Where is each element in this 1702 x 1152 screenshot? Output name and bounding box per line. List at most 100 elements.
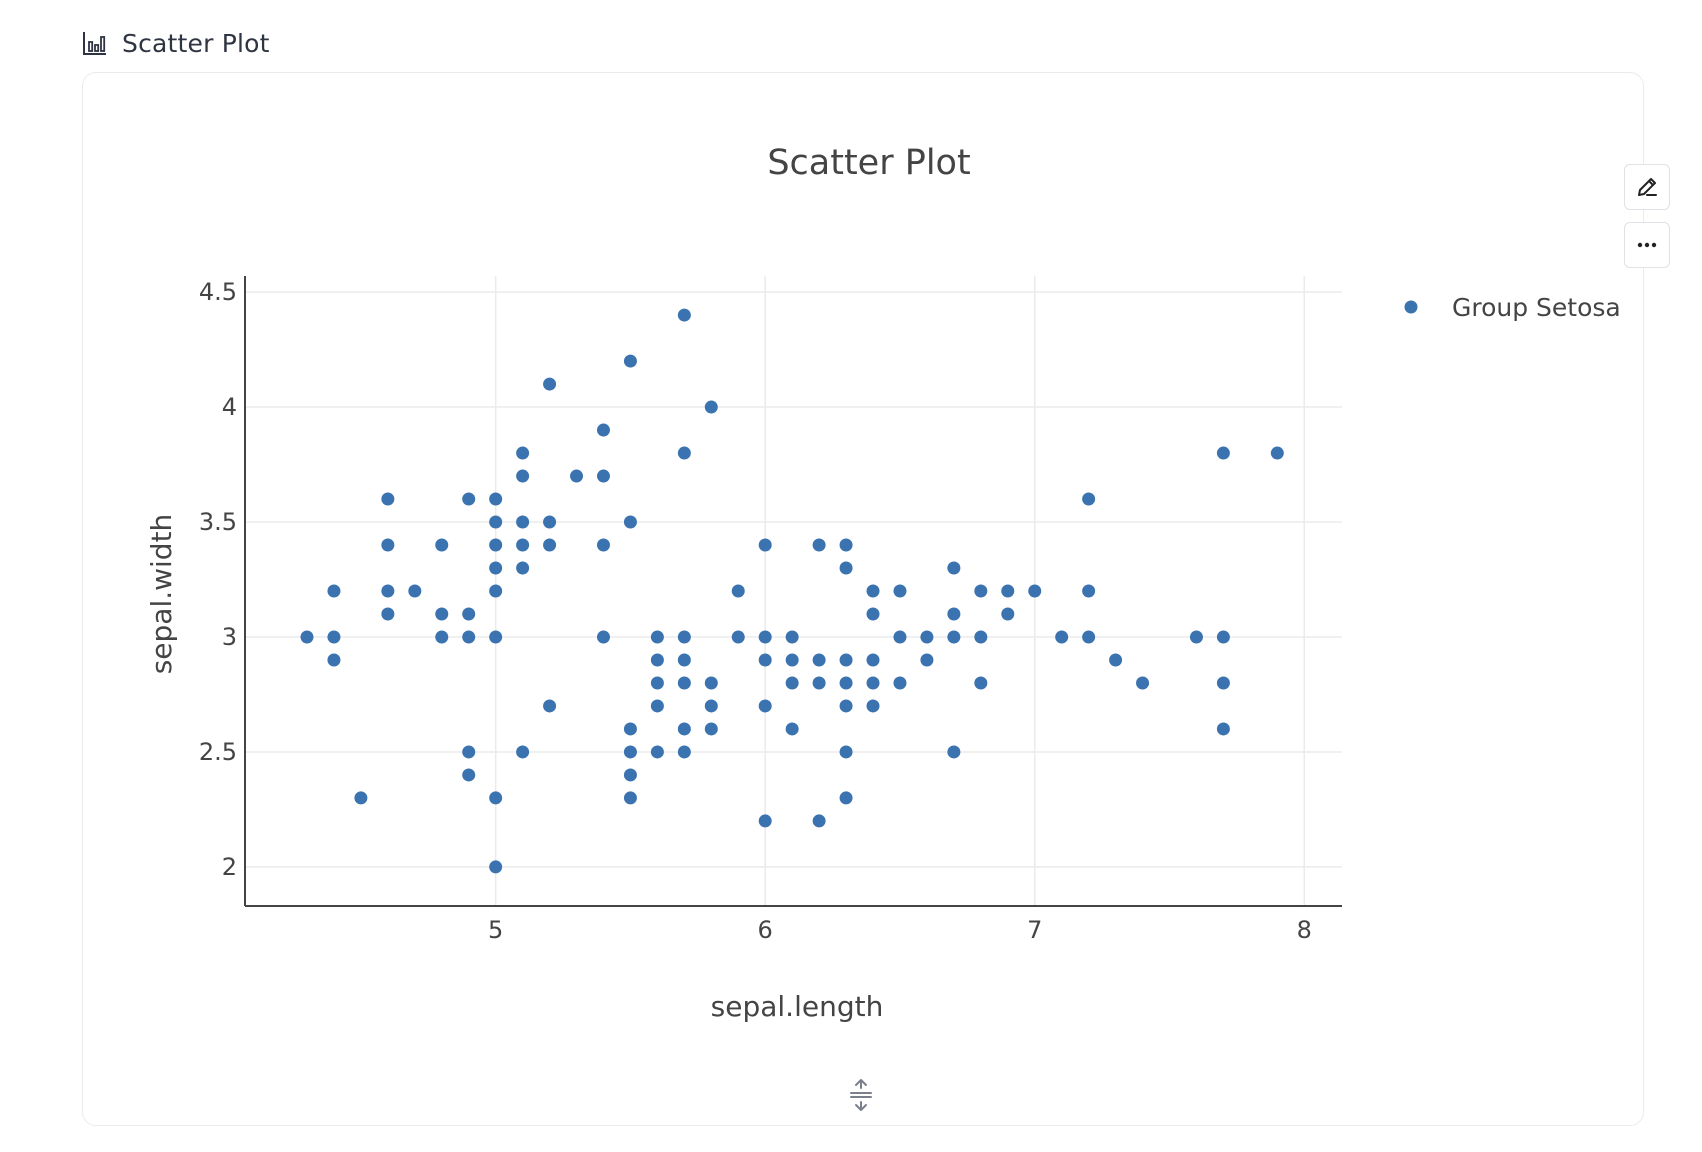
scatter-point[interactable]	[893, 630, 907, 644]
scatter-point[interactable]	[866, 653, 880, 667]
scatter-point[interactable]	[677, 745, 691, 759]
scatter-point[interactable]	[1216, 676, 1230, 690]
scatter-point[interactable]	[866, 584, 880, 598]
scatter-point[interactable]	[677, 446, 691, 460]
scatter-point[interactable]	[758, 653, 772, 667]
scatter-point[interactable]	[516, 446, 530, 460]
scatter-point[interactable]	[1001, 607, 1015, 621]
scatter-point[interactable]	[489, 630, 503, 644]
scatter-point[interactable]	[785, 722, 799, 736]
scatter-point[interactable]	[812, 538, 826, 552]
scatter-point[interactable]	[327, 653, 341, 667]
scatter-point[interactable]	[516, 469, 530, 483]
scatter-point[interactable]	[974, 630, 988, 644]
scatter-point[interactable]	[839, 745, 853, 759]
scatter-point[interactable]	[623, 722, 637, 736]
scatter-point[interactable]	[731, 584, 745, 598]
scatter-point[interactable]	[1028, 584, 1042, 598]
scatter-point[interactable]	[381, 584, 395, 598]
scatter-point[interactable]	[623, 768, 637, 782]
scatter-point[interactable]	[785, 653, 799, 667]
scatter-point[interactable]	[489, 538, 503, 552]
scatter-point[interactable]	[650, 676, 664, 690]
resize-handle[interactable]	[847, 1078, 875, 1112]
scatter-point[interactable]	[704, 676, 718, 690]
scatter-point[interactable]	[489, 584, 503, 598]
scatter-point[interactable]	[866, 699, 880, 713]
scatter-point[interactable]	[1216, 446, 1230, 460]
scatter-point[interactable]	[758, 630, 772, 644]
scatter-point[interactable]	[1270, 446, 1284, 460]
edit-button[interactable]	[1624, 164, 1670, 210]
scatter-point[interactable]	[731, 630, 745, 644]
scatter-point[interactable]	[839, 791, 853, 805]
scatter-point[interactable]	[381, 607, 395, 621]
scatter-point[interactable]	[516, 745, 530, 759]
scatter-point[interactable]	[677, 653, 691, 667]
scatter-point[interactable]	[435, 607, 449, 621]
scatter-point[interactable]	[1055, 630, 1069, 644]
scatter-point[interactable]	[650, 653, 664, 667]
scatter-point[interactable]	[839, 538, 853, 552]
scatter-point[interactable]	[1082, 492, 1096, 506]
scatter-point[interactable]	[623, 791, 637, 805]
scatter-point[interactable]	[650, 699, 664, 713]
scatter-point[interactable]	[1189, 630, 1203, 644]
scatter-point[interactable]	[462, 768, 476, 782]
scatter-point[interactable]	[489, 515, 503, 529]
scatter-point[interactable]	[462, 630, 476, 644]
scatter-point[interactable]	[839, 653, 853, 667]
scatter-point[interactable]	[947, 745, 961, 759]
scatter-point[interactable]	[947, 630, 961, 644]
scatter-point[interactable]	[1109, 653, 1123, 667]
scatter-point[interactable]	[543, 377, 557, 391]
scatter-point[interactable]	[650, 745, 664, 759]
scatter-point[interactable]	[381, 492, 395, 506]
scatter-point[interactable]	[1001, 584, 1015, 598]
scatter-point[interactable]	[596, 538, 610, 552]
scatter-point[interactable]	[489, 561, 503, 575]
scatter-point[interactable]	[812, 676, 826, 690]
scatter-point[interactable]	[974, 584, 988, 598]
scatter-point[interactable]	[920, 653, 934, 667]
scatter-point[interactable]	[920, 630, 934, 644]
scatter-point[interactable]	[516, 515, 530, 529]
scatter-point[interactable]	[974, 676, 988, 690]
scatter-point[interactable]	[1136, 676, 1150, 690]
scatter-point[interactable]	[704, 722, 718, 736]
scatter-point[interactable]	[1082, 584, 1096, 598]
scatter-point[interactable]	[623, 515, 637, 529]
scatter-point[interactable]	[650, 630, 664, 644]
scatter-point[interactable]	[570, 469, 584, 483]
scatter-point[interactable]	[839, 676, 853, 690]
scatter-point[interactable]	[1216, 722, 1230, 736]
scatter-point[interactable]	[704, 699, 718, 713]
scatter-point[interactable]	[893, 676, 907, 690]
scatter-point[interactable]	[623, 745, 637, 759]
scatter-point[interactable]	[1082, 630, 1096, 644]
scatter-point[interactable]	[327, 584, 341, 598]
scatter-point[interactable]	[408, 584, 422, 598]
scatter-point[interactable]	[893, 584, 907, 598]
scatter-point[interactable]	[758, 538, 772, 552]
scatter-point[interactable]	[543, 699, 557, 713]
scatter-point[interactable]	[677, 722, 691, 736]
scatter-point[interactable]	[435, 538, 449, 552]
scatter-point[interactable]	[785, 676, 799, 690]
scatter-point[interactable]	[839, 699, 853, 713]
scatter-point[interactable]	[489, 492, 503, 506]
scatter-point[interactable]	[947, 561, 961, 575]
scatter-point[interactable]	[812, 653, 826, 667]
scatter-point[interactable]	[327, 630, 341, 644]
scatter-point[interactable]	[623, 354, 637, 368]
scatter-point[interactable]	[300, 630, 314, 644]
scatter-point[interactable]	[462, 607, 476, 621]
more-options-button[interactable]	[1624, 222, 1670, 268]
scatter-point[interactable]	[489, 860, 503, 874]
scatter-point[interactable]	[543, 515, 557, 529]
scatter-point[interactable]	[596, 469, 610, 483]
scatter-point[interactable]	[839, 561, 853, 575]
scatter-point[interactable]	[758, 699, 772, 713]
scatter-point[interactable]	[516, 561, 530, 575]
scatter-point[interactable]	[677, 630, 691, 644]
